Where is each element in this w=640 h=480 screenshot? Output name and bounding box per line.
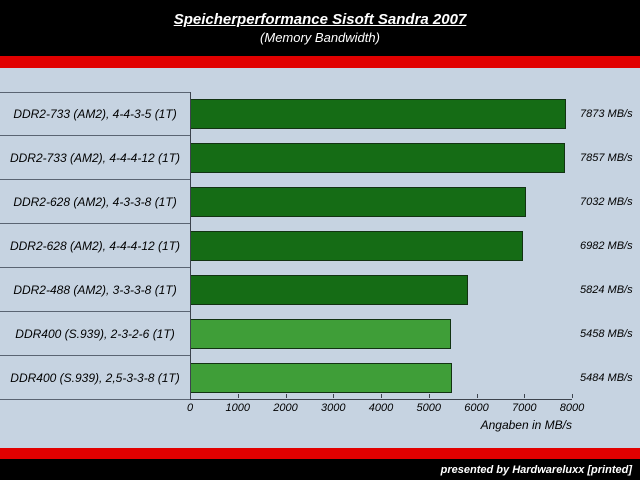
x-axis-area: 0 1000 2000 3000 4000 5000 6000 7000 8000 Angabe… xyxy=(0,394,640,440)
x-tick-label: 5000 xyxy=(416,402,441,414)
bar xyxy=(190,275,469,305)
plot-cell xyxy=(190,136,572,180)
value-label: 7032 MB/s xyxy=(580,196,633,208)
category-label: DDR2-628 (AM2), 4-4-4-12 (1T) xyxy=(0,224,190,268)
x-axis-line xyxy=(190,399,572,400)
chart-title: Speicherperformance Sisoft Sandra 2007 xyxy=(173,11,467,28)
plot-cell xyxy=(190,356,572,400)
x-tick-mark xyxy=(333,394,335,398)
bar xyxy=(190,363,452,393)
x-tick-mark xyxy=(572,394,573,398)
bar-chart: DDR2-733 (AM2), 4-4-3-5 (1T) 7873 MB/s DDR… xyxy=(0,68,640,440)
value-label: 7873 MB/s xyxy=(580,108,633,120)
value-label: 5458 MB/s xyxy=(580,328,633,340)
value-label: 6982 MB/s xyxy=(580,240,633,252)
x-tick-mark xyxy=(285,394,287,398)
x-tick-mark xyxy=(237,394,239,398)
plot-cell xyxy=(190,224,572,268)
plot-cell xyxy=(190,92,572,136)
x-tick-label: 2000 xyxy=(273,402,298,414)
value-label: 7857 MB/s xyxy=(580,152,633,164)
chart-row: DDR400 (S.939), 2-3-2-6 (1T) 5458 MB/s xyxy=(0,312,640,356)
category-label: DDR2-733 (AM2), 4-4-3-5 (1T) xyxy=(0,92,190,136)
chart-row: DDR2-628 (AM2), 4-3-3-8 (1T) 7032 MB/s xyxy=(0,180,640,224)
chart-footer: presented by Hardwareluxx [printed] xyxy=(0,459,640,480)
category-label: DDR2-733 (AM2), 4-4-4-12 (1T) xyxy=(0,136,190,180)
x-tick-label: 4000 xyxy=(368,402,394,414)
x-tick-label: 3000 xyxy=(321,402,346,414)
category-label: DDR400 (S.939), 2-3-2-6 (1T) xyxy=(0,312,190,356)
bar xyxy=(190,231,524,261)
x-tick-label: 1000 xyxy=(225,402,250,414)
bar xyxy=(190,99,566,129)
chart-row: DDR2-488 (AM2), 3-3-3-8 (1T) 5824 MB/s xyxy=(0,268,640,312)
category-label: DDR2-488 (AM2), 3-3-3-8 (1T) xyxy=(0,268,190,312)
chart-header: Speicherperformance Sisoft Sandra 2007 (… xyxy=(0,0,640,56)
x-tick-mark xyxy=(190,394,191,398)
x-tick-label: 8000 xyxy=(559,402,585,414)
x-tick-mark xyxy=(428,394,430,398)
bottom-red-stripe xyxy=(0,448,640,459)
chart-row: DDR2-733 (AM2), 4-4-3-5 (1T) 7873 MB/s xyxy=(0,92,640,136)
x-tick-label: 0 xyxy=(186,402,194,414)
x-tick-label: 6000 xyxy=(464,402,489,414)
category-label: DDR400 (S.939), 2,5-3-3-8 (1T) xyxy=(0,356,190,400)
top-red-stripe xyxy=(0,56,640,68)
y-axis-line xyxy=(190,92,191,400)
chart-row: DDR400 (S.939), 2,5-3-3-8 (1T) 5484 MB/s xyxy=(0,356,640,400)
value-label: 5484 MB/s xyxy=(580,372,633,384)
category-label: DDR2-628 (AM2), 4-3-3-8 (1T) xyxy=(0,180,190,224)
chart-subtitle: (Memory Bandwidth) xyxy=(260,30,380,45)
chart-row: DDR2-628 (AM2), 4-4-4-12 (1T) 6982 MB/s xyxy=(0,224,640,268)
x-tick-mark xyxy=(476,394,478,398)
bar xyxy=(190,143,566,173)
x-tick-mark xyxy=(524,394,526,398)
bar xyxy=(190,319,451,349)
bar xyxy=(190,187,526,217)
plot-cell xyxy=(190,268,572,312)
x-axis-ticks: 0 1000 2000 3000 4000 5000 6000 7000 8000 xyxy=(186,394,584,418)
chart-row: DDR2-733 (AM2), 4-4-4-12 (1T) 7857 MB/s xyxy=(0,136,640,180)
value-label: 5824 MB/s xyxy=(580,284,633,296)
x-axis-label: Angaben in MB/s xyxy=(480,418,572,432)
plot-cell xyxy=(190,180,572,224)
x-tick-mark xyxy=(381,394,382,398)
plot-cell xyxy=(190,312,572,356)
chart-rows: DDR2-733 (AM2), 4-4-3-5 (1T) 7873 MB/s DDR… xyxy=(0,92,640,400)
x-tick-label: 7000 xyxy=(512,402,537,414)
credit-text: presented by Hardwareluxx [printed] xyxy=(440,463,632,476)
